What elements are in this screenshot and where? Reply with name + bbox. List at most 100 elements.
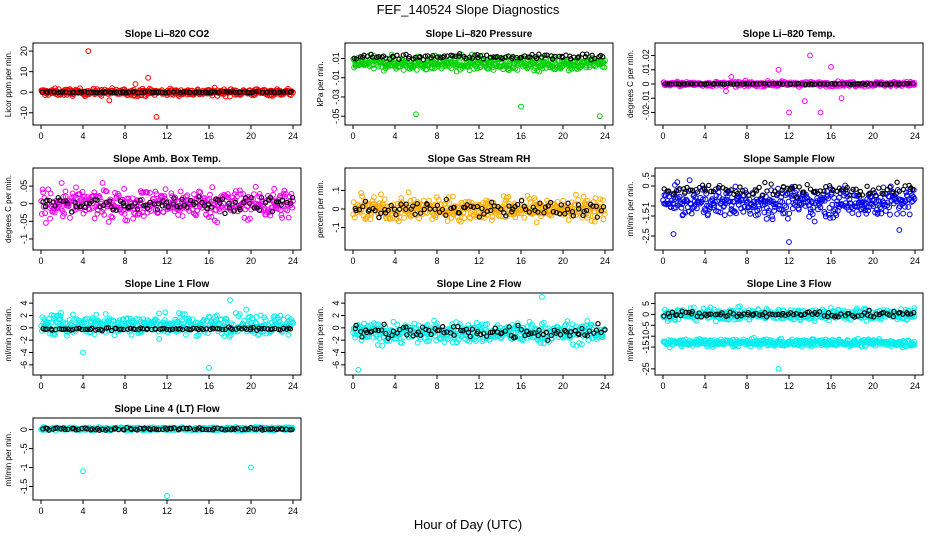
reference-point [714,81,720,87]
slope-point [252,319,259,326]
slope-point [85,205,92,212]
y-axis-label: kPa per min. [316,62,325,107]
slope-point [911,196,918,202]
reference-point [809,81,815,87]
x-tick-label: 4 [80,131,85,141]
slope-point [791,202,798,208]
slope-point [781,202,788,209]
slope-point [378,191,384,198]
x-tick-label: 20 [868,256,878,266]
slope-point [903,189,910,196]
y-axis-label: degrees C per min. [4,175,13,243]
reference-point [905,80,911,87]
slope-point [207,191,213,198]
reference-point [126,203,132,210]
reference-point [159,326,165,332]
reference-point [453,53,459,59]
slope-point [855,211,862,218]
slope-point [698,199,705,206]
reference-point [826,183,833,189]
reference-point [864,80,871,87]
reference-point [434,54,441,60]
slope-point [57,316,63,323]
reference-point [248,325,254,331]
reference-point [864,183,870,189]
y-tick-label: 0 [331,206,341,211]
reference-point [57,89,63,95]
reference-point [728,187,734,193]
slope-point [572,201,578,208]
reference-point [476,214,482,220]
slope-point [350,199,357,206]
outlier-point [206,365,212,371]
reference-point [262,200,269,206]
reference-point [219,196,226,202]
reference-point [455,323,461,330]
reference-point [82,326,89,333]
y-tick-label: 4 [331,301,341,306]
slope-point [573,191,579,198]
slope-point [160,209,167,216]
y-tick-label: -10 [641,330,651,343]
reference-point [753,188,760,194]
reference-point [518,198,525,204]
slope-point [686,177,693,184]
y-tick-label: 10 [19,67,29,77]
slope-point [874,209,881,216]
slope-point [737,303,743,310]
reference-point [196,89,202,95]
reference-point [595,321,601,327]
slope-point [281,187,288,194]
x-tick-label: 8 [434,256,439,266]
reference-point [417,332,424,338]
reference-point [710,188,717,195]
reference-point [665,188,672,194]
x-tick-label: 20 [558,256,568,266]
panel-3: Slope Li–820 Temp.0 4 8 12 16 20 24-.02-.010.0… [626,29,924,141]
slope-point [858,206,865,213]
slope-point [59,208,66,214]
slope-point [783,204,790,211]
reference-point [799,81,806,87]
reference-point [368,51,374,58]
slope-point [448,214,455,221]
slope-point [61,210,67,217]
reference-point [96,89,102,95]
slope-point [352,334,359,341]
x-tick-label: 0 [38,381,43,391]
reference-point [169,326,176,332]
reference-point [562,211,568,217]
reference-point [545,337,551,343]
reference-point [576,206,582,212]
x-tick-label: 20 [246,131,256,141]
slope-point [746,207,753,214]
reference-point [512,334,518,340]
reference-point [548,199,554,206]
reference-point [403,324,409,330]
reference-point [92,197,98,203]
reference-point [99,328,105,334]
reference-point [451,332,457,338]
slope-point [755,203,762,210]
reference-point [847,192,853,198]
reference-point [474,203,480,210]
slope-point [600,197,606,203]
x-tick-label: 8 [122,381,127,391]
reference-point [441,53,447,59]
reference-point [543,329,550,336]
slope-point [900,210,906,217]
slope-point [533,219,540,226]
reference-point [521,203,527,210]
slope-point [537,339,544,346]
slope-point [873,207,880,213]
slope-point [214,219,221,226]
reference-point [667,81,673,87]
y-tick-label: .02 [641,49,651,62]
x-tick-label: 8 [744,381,749,391]
slope-point [147,190,153,196]
slope-point [65,203,72,210]
reference-point [264,89,271,95]
reference-point [388,202,394,209]
slope-point [565,217,572,224]
